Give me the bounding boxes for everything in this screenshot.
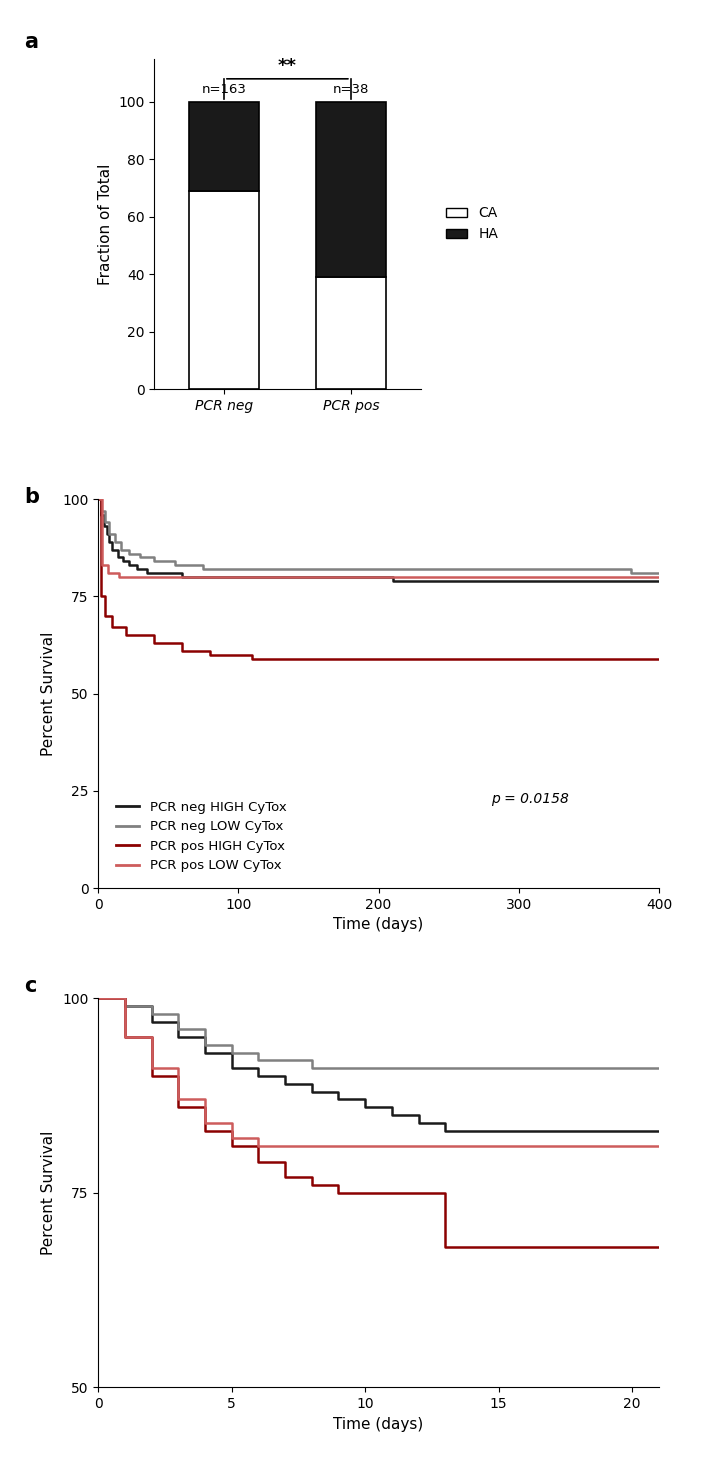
Legend: CA, HA: CA, HA (441, 201, 504, 247)
Y-axis label: Percent Survival: Percent Survival (41, 631, 57, 756)
Text: p = 0.0158: p = 0.0158 (491, 791, 569, 806)
Bar (189, 101, 259, 191)
Y-axis label: Fraction of Total: Fraction of Total (97, 163, 113, 285)
Bar (189, 191, 259, 389)
X-axis label: Time (days): Time (days) (334, 1417, 423, 1431)
Y-axis label: Percent Survival: Percent Survival (41, 1130, 57, 1255)
Text: **: ** (278, 56, 297, 75)
Text: n=38: n=38 (333, 84, 369, 95)
Text: b: b (25, 487, 39, 508)
Bar (316, 277, 386, 389)
Text: n=163: n=163 (202, 84, 247, 95)
Bar (316, 101, 386, 277)
X-axis label: Time (days): Time (days) (334, 918, 423, 932)
Legend: PCR neg HIGH CyTox, PCR neg LOW CyTox, PCR pos HIGH CyTox, PCR pos LOW CyTox: PCR neg HIGH CyTox, PCR neg LOW CyTox, P… (110, 796, 292, 878)
Text: c: c (25, 976, 37, 997)
Text: a: a (25, 32, 39, 53)
